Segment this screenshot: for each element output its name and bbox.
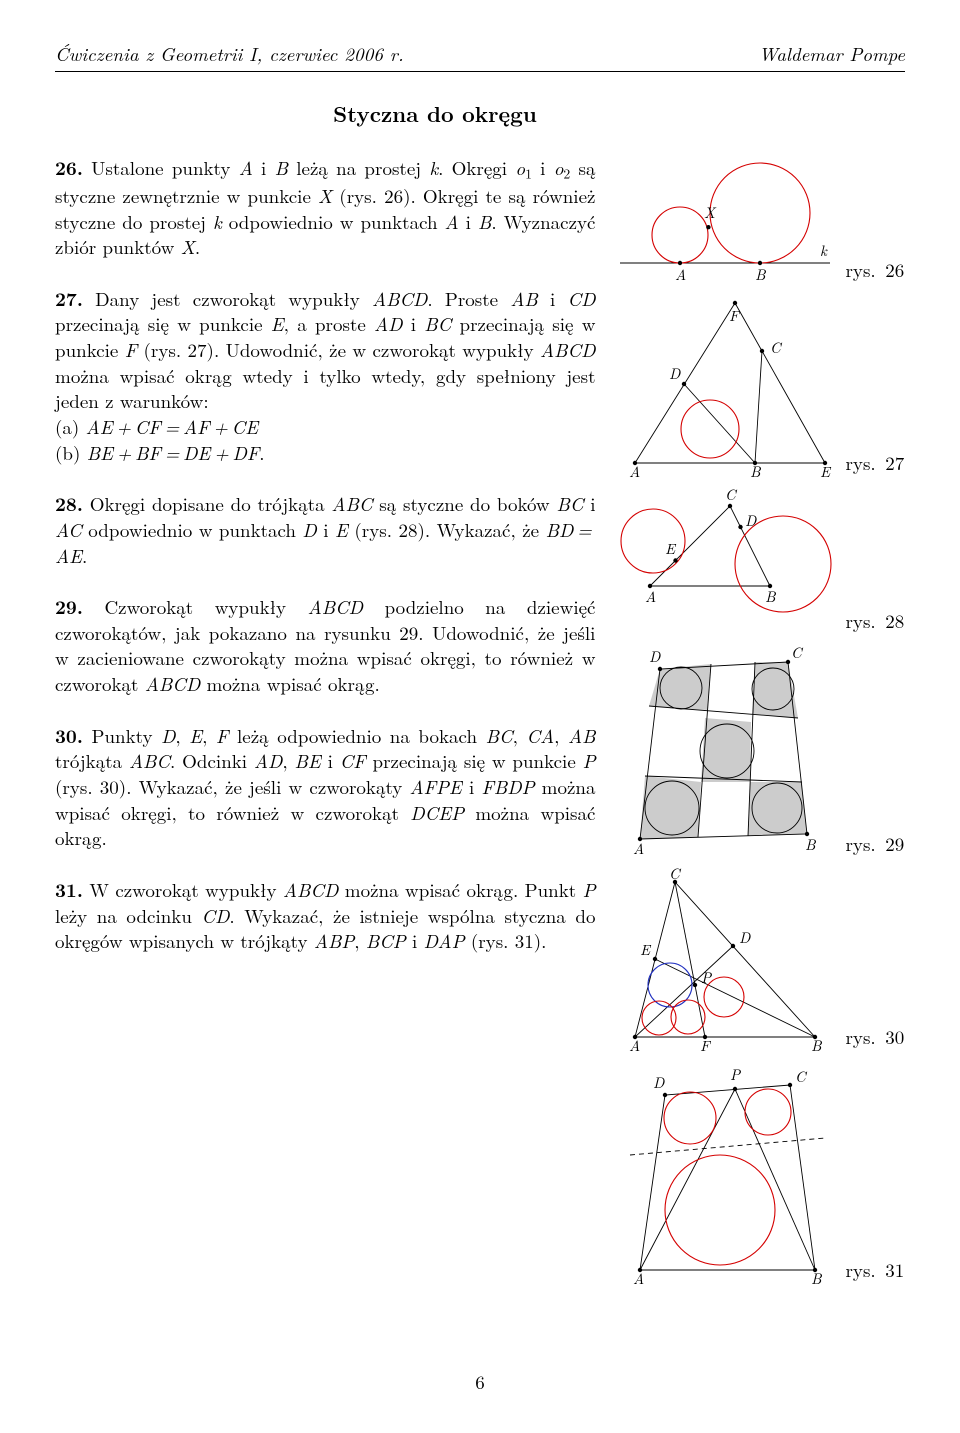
svg-text:A: A (629, 461, 640, 478)
header-rule (55, 71, 905, 72)
svg-text:A: A (645, 586, 656, 607)
problems-column: 26. Ustalone punkty A i B leżą na proste… (55, 155, 595, 1293)
figure-28: A B C E D (615, 486, 835, 636)
svg-text:C: C (725, 486, 738, 505)
problem-27-text: Dany jest czworokąt wypukły ABCD. Proste… (55, 285, 595, 415)
svg-text:B: B (750, 461, 761, 478)
svg-text:A: A (633, 838, 644, 859)
figure-28-label: rys. 28 (845, 607, 904, 636)
problem-26-text: Ustalone punkty A i B leżą na prostej k.… (55, 154, 595, 260)
problem-27-cond-b: (b) BE + BF = DE + DF. (55, 440, 595, 466)
svg-text:F: F (729, 305, 740, 326)
figure-29: A B C D (615, 644, 835, 859)
problem-26-number: 26. (55, 153, 83, 181)
svg-text:B: B (805, 834, 816, 855)
svg-text:E: E (820, 461, 832, 478)
problem-30-number: 30. (55, 721, 83, 749)
problem-26: 26. Ustalone punkty A i B leżą na proste… (55, 155, 595, 260)
svg-text:B: B (765, 586, 776, 607)
problem-31-text: W czworokąt wypukły ABCD można wpisać ok… (55, 876, 595, 954)
page-number: 6 (0, 1368, 960, 1395)
svg-text:D: D (669, 363, 681, 384)
figure-26-row: A B X k rys. 26 (615, 155, 904, 285)
figure-31-row: A B C D P rys. 31 (615, 1060, 904, 1285)
svg-text:C: C (791, 644, 804, 663)
problem-29-text: Czworokąt wypukły ABCD podzielno na dzie… (55, 593, 595, 697)
svg-text:D: D (649, 646, 661, 667)
figure-28-row: A B C E D rys. 28 (615, 486, 904, 636)
svg-text:C: C (795, 1066, 808, 1087)
svg-text:D: D (745, 510, 757, 531)
svg-text:C: C (669, 867, 682, 884)
figure-30: A B C F E D P (615, 867, 835, 1052)
svg-text:E: E (640, 939, 652, 960)
svg-text:D: D (653, 1072, 665, 1093)
svg-text:C: C (770, 337, 783, 358)
figure-26: A B X k (615, 155, 835, 285)
problem-27-cond-a: (a) AE + CF = AF + CE (55, 414, 595, 440)
svg-text:X: X (704, 202, 717, 223)
svg-text:P: P (701, 967, 712, 988)
figure-30-label: rys. 30 (845, 1023, 904, 1052)
svg-text:A: A (675, 264, 686, 285)
svg-text:B: B (811, 1035, 822, 1052)
svg-text:k: k (820, 240, 828, 261)
figure-29-row: A B C D rys. 29 (615, 644, 904, 859)
section-title: Styczna do okręgu (275, 98, 595, 129)
figure-27: A B E C D F (615, 293, 835, 478)
svg-text:D: D (739, 927, 751, 948)
problem-28-number: 28. (55, 489, 83, 517)
problem-29: 29. Czworokąt wypukły ABCD podzielno na … (55, 594, 595, 697)
figures-column: A B X k rys. 26 (615, 155, 905, 1293)
svg-text:B: B (755, 264, 766, 285)
svg-text:A: A (633, 1268, 644, 1285)
svg-text:E: E (665, 538, 677, 559)
problem-28: 28. Okręgi dopisane do trójkąta ABC są s… (55, 491, 595, 568)
figure-27-label: rys. 27 (845, 449, 904, 478)
figure-27-row: A B E C D F rys. 27 (615, 293, 904, 478)
figure-31: A B C D P (615, 1060, 835, 1285)
problem-28-text: Okręgi dopisane do trójkąta ABC są stycz… (55, 490, 595, 568)
svg-text:A: A (629, 1035, 640, 1052)
problem-29-number: 29. (55, 592, 83, 620)
header-right: Waldemar Pompe (759, 40, 905, 67)
problem-27-number: 27. (55, 284, 83, 312)
header-left: Ćwiczenia z Geometrii I, czerwiec 2006 r… (55, 40, 404, 67)
figure-30-row: A B C F E D P rys. 30 (615, 867, 904, 1052)
figure-31-label: rys. 31 (845, 1256, 904, 1285)
problem-31: 31. W czworokąt wypukły ABCD można wpisa… (55, 877, 595, 954)
problem-27: 27. Dany jest czworokąt wypukły ABCD. Pr… (55, 286, 595, 465)
svg-text:P: P (730, 1064, 741, 1085)
problem-30-text: Punkty D, E, F leżą odpowiednio na bokac… (55, 722, 596, 852)
figure-26-label: rys. 26 (845, 256, 904, 285)
problem-30: 30. Punkty D, E, F leżą odpowiednio na b… (55, 723, 595, 851)
problem-31-number: 31. (55, 875, 83, 903)
svg-text:B: B (811, 1268, 822, 1285)
svg-text:F: F (700, 1035, 711, 1052)
figure-29-label: rys. 29 (845, 830, 904, 859)
